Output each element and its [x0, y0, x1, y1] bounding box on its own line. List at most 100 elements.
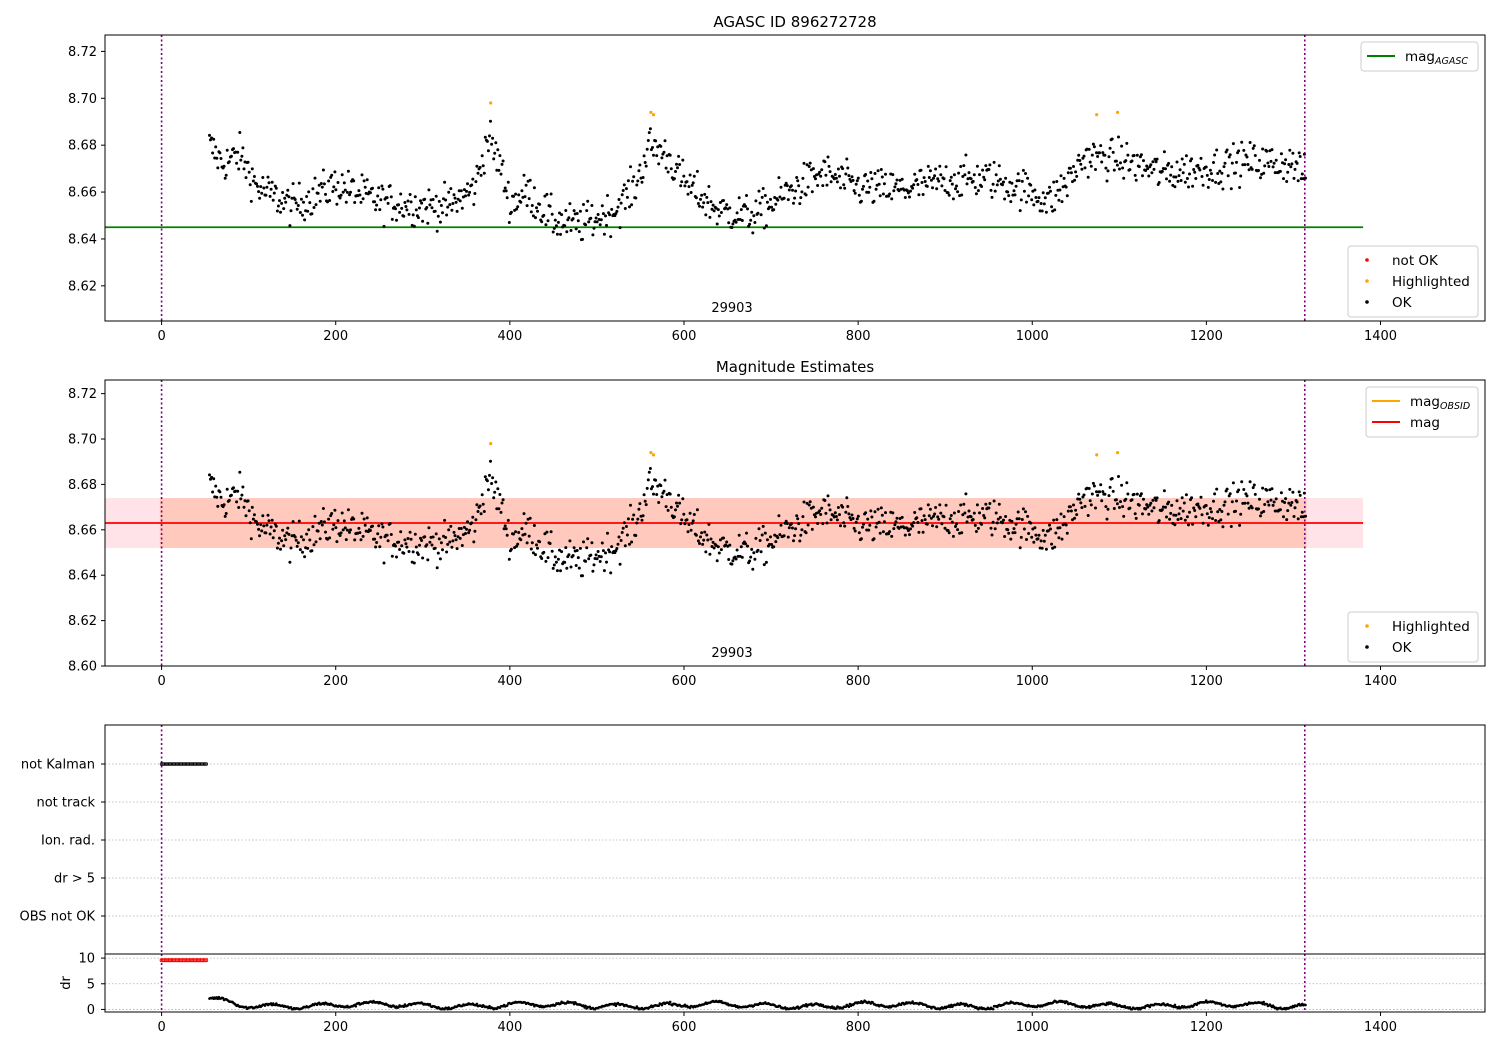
ok-point	[934, 506, 938, 509]
ok-point	[1206, 523, 1210, 527]
ok-point	[706, 201, 710, 205]
legend-box	[1347, 245, 1479, 318]
ok-point	[1278, 169, 1282, 173]
ok-point	[1120, 483, 1124, 487]
ok-point	[1288, 487, 1292, 491]
ok-point	[855, 179, 859, 183]
ok-point	[319, 520, 323, 523]
ok-point	[952, 511, 956, 515]
ok-point	[430, 206, 434, 210]
ok-point	[1013, 193, 1017, 197]
ok-point	[286, 188, 290, 192]
ok-point	[379, 535, 383, 539]
ok-point	[303, 218, 307, 222]
ok-point	[707, 522, 711, 526]
ok-point	[519, 200, 523, 204]
ok-point	[730, 562, 734, 566]
ok-point	[820, 168, 824, 172]
ok-point	[827, 503, 831, 507]
ok-point	[1300, 172, 1304, 176]
ok-point	[1034, 196, 1038, 199]
ok-point	[451, 539, 455, 543]
ok-point	[289, 546, 293, 550]
ok-point	[1287, 501, 1291, 505]
ok-point	[1175, 160, 1179, 164]
ok-point	[959, 165, 963, 168]
ok-point	[1142, 497, 1145, 501]
ok-point	[797, 184, 801, 188]
ok-point	[675, 162, 678, 166]
x-tick-label: 600	[672, 1020, 697, 1035]
ok-point	[1072, 165, 1075, 168]
ok-point	[1132, 154, 1136, 157]
ok-point	[644, 164, 648, 168]
ok-point	[864, 511, 868, 515]
ok-point	[1021, 507, 1025, 511]
ok-point	[882, 182, 886, 186]
ok-point	[1019, 198, 1023, 202]
ok-point	[1009, 200, 1013, 204]
ok-point	[1020, 518, 1024, 521]
ok-point	[1220, 510, 1224, 513]
ok-point	[241, 146, 245, 150]
ok-point	[585, 546, 589, 550]
ok-point	[1037, 196, 1041, 200]
ok-point	[278, 536, 281, 540]
ok-point	[993, 189, 997, 193]
ok-point	[481, 502, 485, 506]
ok-point	[943, 526, 947, 530]
ok-point	[1302, 491, 1306, 495]
ok-point	[498, 154, 502, 158]
ok-point	[421, 556, 425, 560]
ok-point	[980, 185, 984, 188]
ok-point	[1144, 507, 1148, 511]
ok-point	[598, 223, 602, 227]
ok-point	[909, 527, 912, 531]
ok-point	[853, 529, 857, 533]
ok-point	[268, 532, 272, 536]
ok-point	[750, 547, 754, 551]
ok-point	[1145, 503, 1149, 507]
ok-point	[739, 208, 743, 212]
ok-point	[900, 177, 904, 181]
ok-point	[1054, 193, 1058, 197]
ok-point	[604, 551, 607, 555]
ok-point	[433, 209, 437, 213]
ok-point	[1282, 177, 1285, 181]
ok-point	[229, 154, 233, 158]
ok-point	[600, 541, 604, 545]
highlighted-point	[1116, 451, 1120, 455]
ok-point	[523, 195, 527, 199]
ok-point	[582, 540, 585, 544]
ok-point	[560, 213, 564, 217]
ok-point	[494, 480, 498, 484]
ok-point	[431, 198, 435, 201]
ok-point	[1114, 498, 1118, 502]
ok-point	[589, 553, 593, 557]
dr-ok-point	[475, 1002, 479, 1006]
ok-point	[1182, 162, 1186, 166]
ok-point	[1266, 161, 1270, 165]
ok-point	[516, 205, 520, 209]
ok-point	[1187, 523, 1190, 527]
ok-point	[1030, 198, 1034, 202]
ok-point	[983, 178, 987, 182]
ok-point	[1025, 200, 1028, 204]
ok-point	[704, 550, 708, 554]
ok-point	[921, 530, 925, 534]
flag-label: Ion. rad.	[41, 834, 95, 849]
ok-point	[530, 204, 534, 207]
ok-point	[1124, 497, 1128, 501]
dr-ok-point	[667, 1002, 671, 1006]
ok-point	[1201, 521, 1205, 525]
ok-point	[1039, 202, 1043, 205]
ok-point	[869, 509, 873, 513]
ok-point	[252, 513, 256, 517]
ok-point	[655, 493, 659, 496]
ok-point	[957, 171, 961, 175]
ok-point	[950, 182, 954, 186]
ok-point	[261, 514, 265, 518]
ok-point	[1110, 137, 1114, 141]
